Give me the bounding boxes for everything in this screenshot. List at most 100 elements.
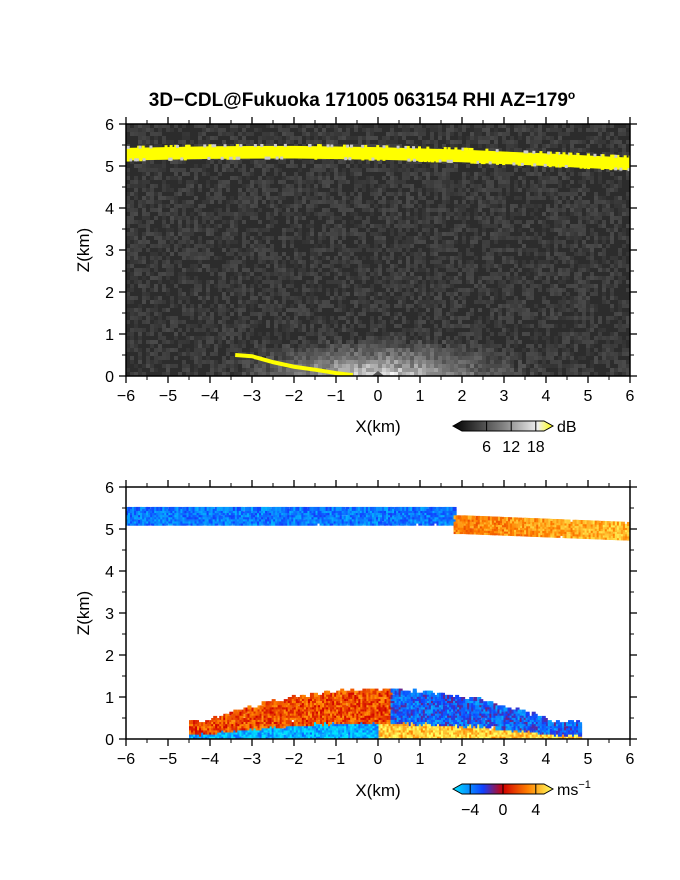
- reflectivity-cell: [326, 196, 330, 200]
- reflectivity-cell: [382, 292, 386, 296]
- reflectivity-cell: [386, 136, 390, 140]
- reflectivity-cell: [530, 284, 534, 288]
- reflectivity-cell: [166, 124, 170, 128]
- reflectivity-cell: [286, 164, 290, 168]
- reflectivity-cell: [526, 252, 530, 256]
- reflectivity-cell: [390, 228, 394, 232]
- reflectivity-cell: [310, 300, 314, 304]
- reflectivity-cell: [466, 144, 470, 148]
- reflectivity-cell: [430, 284, 434, 288]
- reflectivity-cell: [378, 228, 382, 232]
- reflectivity-cell: [374, 244, 378, 248]
- reflectivity-cell: [502, 360, 506, 364]
- reflectivity-cell: [578, 224, 582, 228]
- reflectivity-cell: [602, 240, 606, 244]
- reflectivity-cell: [502, 272, 506, 276]
- reflectivity-cell: [406, 160, 410, 164]
- reflectivity-cell: [626, 364, 630, 368]
- reflectivity-cell: [470, 260, 474, 264]
- reflectivity-cell: [534, 172, 538, 176]
- reflectivity-cell: [618, 184, 622, 188]
- reflectivity-cell: [302, 188, 306, 192]
- reflectivity-cell: [542, 312, 546, 316]
- reflectivity-cell: [170, 324, 174, 328]
- reflectivity-cell: [326, 348, 330, 352]
- reflectivity-cell: [582, 364, 586, 368]
- reflectivity-cell: [482, 292, 486, 296]
- reflectivity-cell: [598, 320, 602, 324]
- reflectivity-cell: [394, 272, 398, 276]
- reflectivity-cell: [354, 168, 358, 172]
- reflectivity-cell: [166, 272, 170, 276]
- reflectivity-cell: [330, 260, 334, 264]
- reflectivity-cell: [342, 364, 346, 368]
- reflectivity-cell: [230, 260, 234, 264]
- reflectivity-cell: [450, 124, 454, 128]
- reflectivity-cell: [238, 168, 242, 172]
- reflectivity-cell: [366, 176, 370, 180]
- reflectivity-cell: [166, 232, 170, 236]
- reflectivity-cell: [330, 164, 334, 168]
- reflectivity-cell: [534, 208, 538, 212]
- reflectivity-cell: [586, 284, 590, 288]
- reflectivity-cell: [514, 296, 518, 300]
- reflectivity-cell: [438, 232, 442, 236]
- reflectivity-cell: [390, 256, 394, 260]
- reflectivity-cell: [210, 212, 214, 216]
- reflectivity-cell: [590, 360, 594, 364]
- reflectivity-cell: [138, 268, 142, 272]
- reflectivity-cell: [378, 340, 382, 344]
- reflectivity-cell: [138, 184, 142, 188]
- reflectivity-cell: [378, 184, 382, 188]
- reflectivity-cell: [370, 184, 374, 188]
- reflectivity-cell: [410, 328, 414, 332]
- reflectivity-cell: [238, 328, 242, 332]
- reflectivity-cell: [594, 324, 598, 328]
- reflectivity-cell: [186, 244, 190, 248]
- reflectivity-cell: [494, 276, 498, 280]
- reflectivity-cell: [518, 248, 522, 252]
- reflectivity-cell: [406, 364, 410, 368]
- reflectivity-cell: [574, 276, 578, 280]
- reflectivity-cell: [174, 168, 178, 172]
- reflectivity-cell: [422, 320, 426, 324]
- reflectivity-cell: [446, 176, 450, 180]
- reflectivity-cell: [198, 252, 202, 256]
- reflectivity-cell: [190, 264, 194, 268]
- reflectivity-cell: [198, 304, 202, 308]
- reflectivity-cell: [190, 192, 194, 196]
- reflectivity-cell: [598, 176, 602, 180]
- reflectivity-cell: [562, 204, 566, 208]
- reflectivity-cell: [318, 352, 322, 356]
- reflectivity-cell: [418, 160, 422, 164]
- reflectivity-cell: [494, 168, 498, 172]
- reflectivity-cell: [542, 244, 546, 248]
- reflectivity-cell: [214, 136, 218, 140]
- reflectivity-cell: [142, 216, 146, 220]
- reflectivity-cell: [266, 304, 270, 308]
- reflectivity-cell: [190, 304, 194, 308]
- reflectivity-cell: [602, 356, 606, 360]
- reflectivity-cell: [578, 308, 582, 312]
- reflectivity-cell: [294, 248, 298, 252]
- reflectivity-cell: [158, 356, 162, 360]
- reflectivity-cell: [574, 240, 578, 244]
- reflectivity-cell: [346, 284, 350, 288]
- reflectivity-cell: [238, 288, 242, 292]
- reflectivity-cell: [338, 128, 342, 132]
- reflectivity-cell: [142, 268, 146, 272]
- reflectivity-cell: [262, 280, 266, 284]
- reflectivity-cell: [406, 256, 410, 260]
- reflectivity-cell: [310, 140, 314, 144]
- reflectivity-cell: [390, 128, 394, 132]
- reflectivity-cell: [230, 344, 234, 348]
- reflectivity-cell: [214, 208, 218, 212]
- reflectivity-cell: [214, 128, 218, 132]
- reflectivity-cell: [206, 240, 210, 244]
- reflectivity-cell: [614, 204, 618, 208]
- reflectivity-cell: [218, 216, 222, 220]
- reflectivity-cell: [186, 336, 190, 340]
- reflectivity-cell: [338, 232, 342, 236]
- reflectivity-cell: [506, 368, 510, 372]
- reflectivity-cell: [338, 192, 342, 196]
